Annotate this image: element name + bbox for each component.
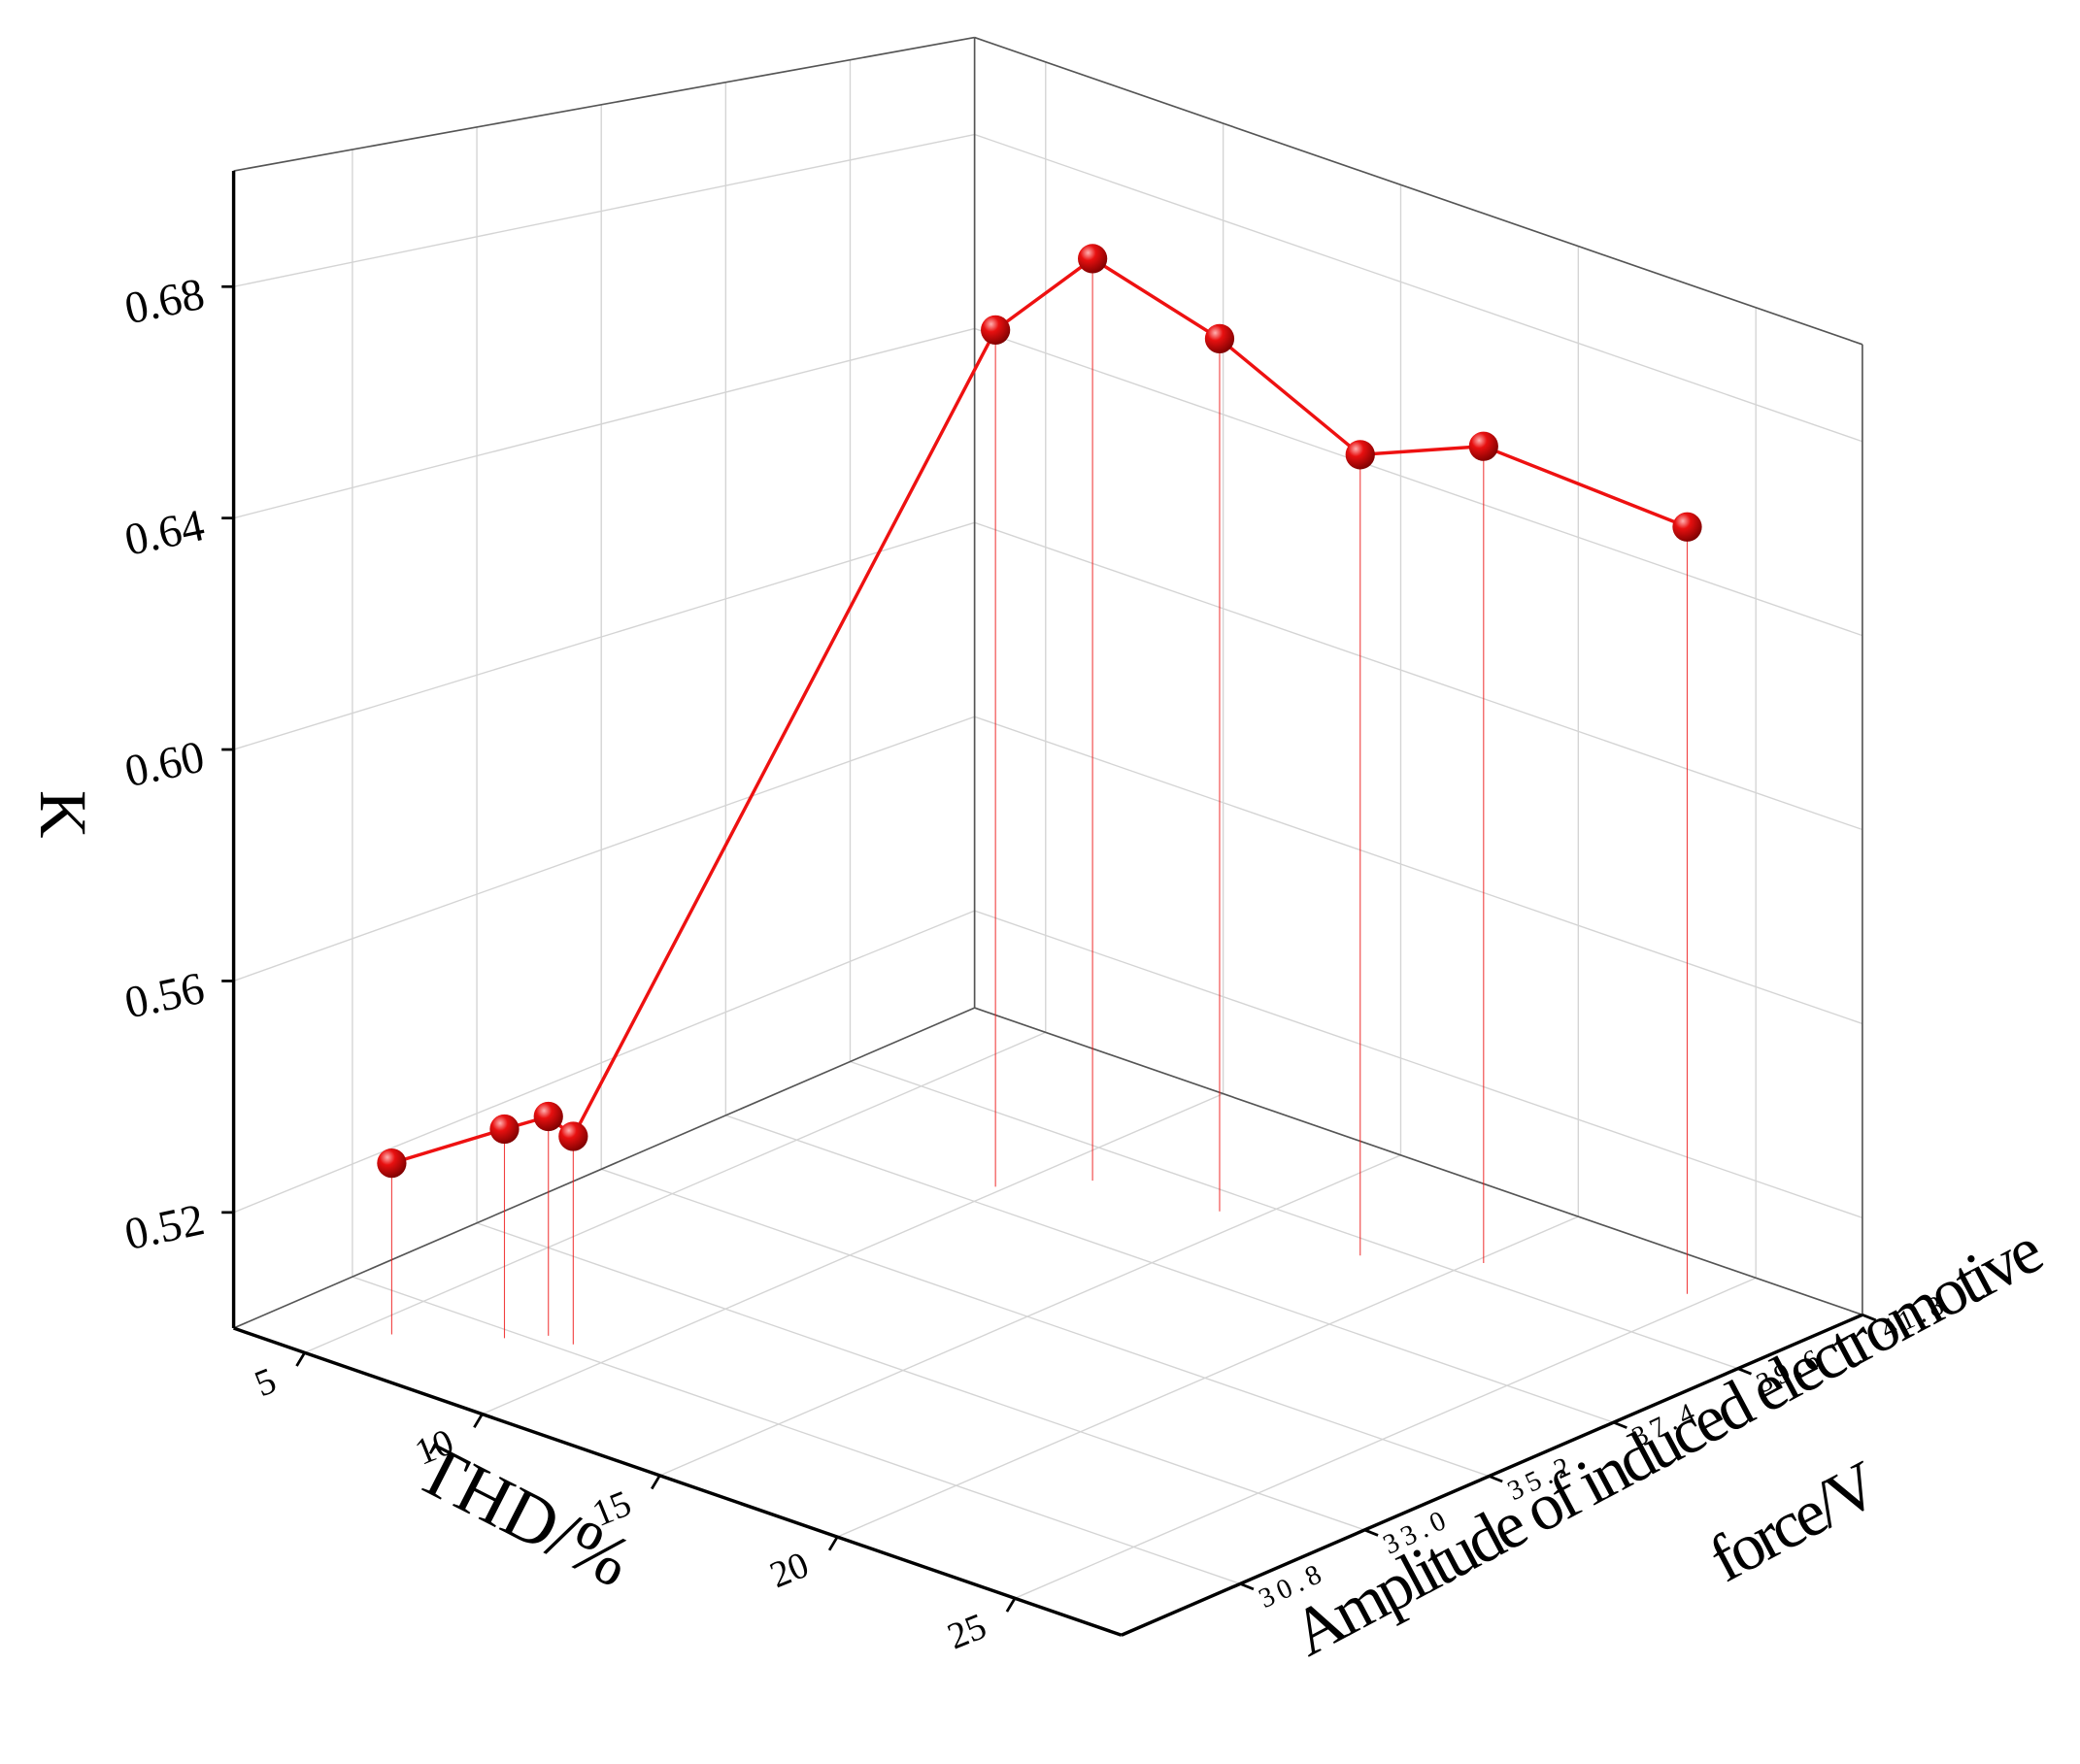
box-edge	[974, 1007, 1863, 1316]
grid-line	[725, 1115, 1614, 1423]
z-tick-label: 0.68	[120, 269, 209, 335]
grid-line	[974, 910, 1863, 1218]
data-point	[377, 1148, 407, 1179]
grid-line	[352, 1276, 1241, 1585]
y-tick	[1488, 1475, 1503, 1483]
x-tick	[295, 1351, 306, 1367]
data-point	[1077, 244, 1108, 274]
grid-line	[974, 716, 1863, 1025]
grid-line	[974, 327, 1863, 637]
x-tick	[651, 1475, 661, 1490]
y-axis-title: force/V	[1697, 1447, 1891, 1596]
grid-line	[974, 133, 1863, 443]
data-point	[489, 1114, 520, 1145]
data-point	[981, 315, 1011, 346]
grid-line	[659, 1154, 1401, 1477]
box-edge	[974, 36, 1863, 346]
x-tick	[473, 1413, 484, 1429]
grid-line	[304, 1031, 1047, 1353]
x-tick	[1005, 1597, 1017, 1613]
z-tick-label: 0.64	[120, 500, 209, 566]
box-edge	[233, 1007, 975, 1329]
x-tick-label: 20	[764, 1545, 814, 1596]
grid-line	[600, 1168, 1490, 1478]
box-edge	[233, 36, 975, 172]
x-axis	[233, 1326, 1123, 1637]
data-point	[558, 1121, 588, 1151]
grid-line	[974, 521, 1863, 831]
grid-line	[233, 521, 975, 750]
y-tick	[1239, 1582, 1255, 1591]
data-point	[1468, 431, 1498, 461]
data-point	[1204, 323, 1235, 353]
grid-line	[1014, 1277, 1757, 1599]
y-axis-title: Amplitude of induced electromotive	[1281, 1213, 2054, 1670]
grid-line	[837, 1215, 1579, 1538]
grid-line	[476, 1222, 1365, 1531]
data-point	[533, 1101, 563, 1132]
grid-line	[233, 327, 975, 519]
x-tick-label: 5	[250, 1360, 283, 1405]
z-tick-label: 0.60	[120, 731, 209, 797]
y-tick	[1862, 1314, 1877, 1322]
grid-line	[233, 716, 975, 982]
data-line	[390, 256, 1689, 1165]
x-tick	[827, 1536, 839, 1551]
z-tick-label: 0.52	[120, 1194, 209, 1260]
y-tick	[1737, 1367, 1753, 1376]
y-tick	[1363, 1528, 1379, 1537]
grid-line	[233, 910, 975, 1214]
y-tick	[1613, 1420, 1627, 1429]
y-axis	[1121, 1313, 1863, 1637]
x-tick-label: 25	[942, 1606, 991, 1657]
grid-line	[850, 1060, 1738, 1370]
z-tick-label: 0.56	[120, 963, 209, 1029]
z-axis-title: K	[26, 790, 100, 839]
grid-line	[233, 133, 975, 287]
data-point	[1345, 440, 1375, 470]
grid-line	[482, 1092, 1224, 1415]
data-point	[1672, 512, 1702, 542]
